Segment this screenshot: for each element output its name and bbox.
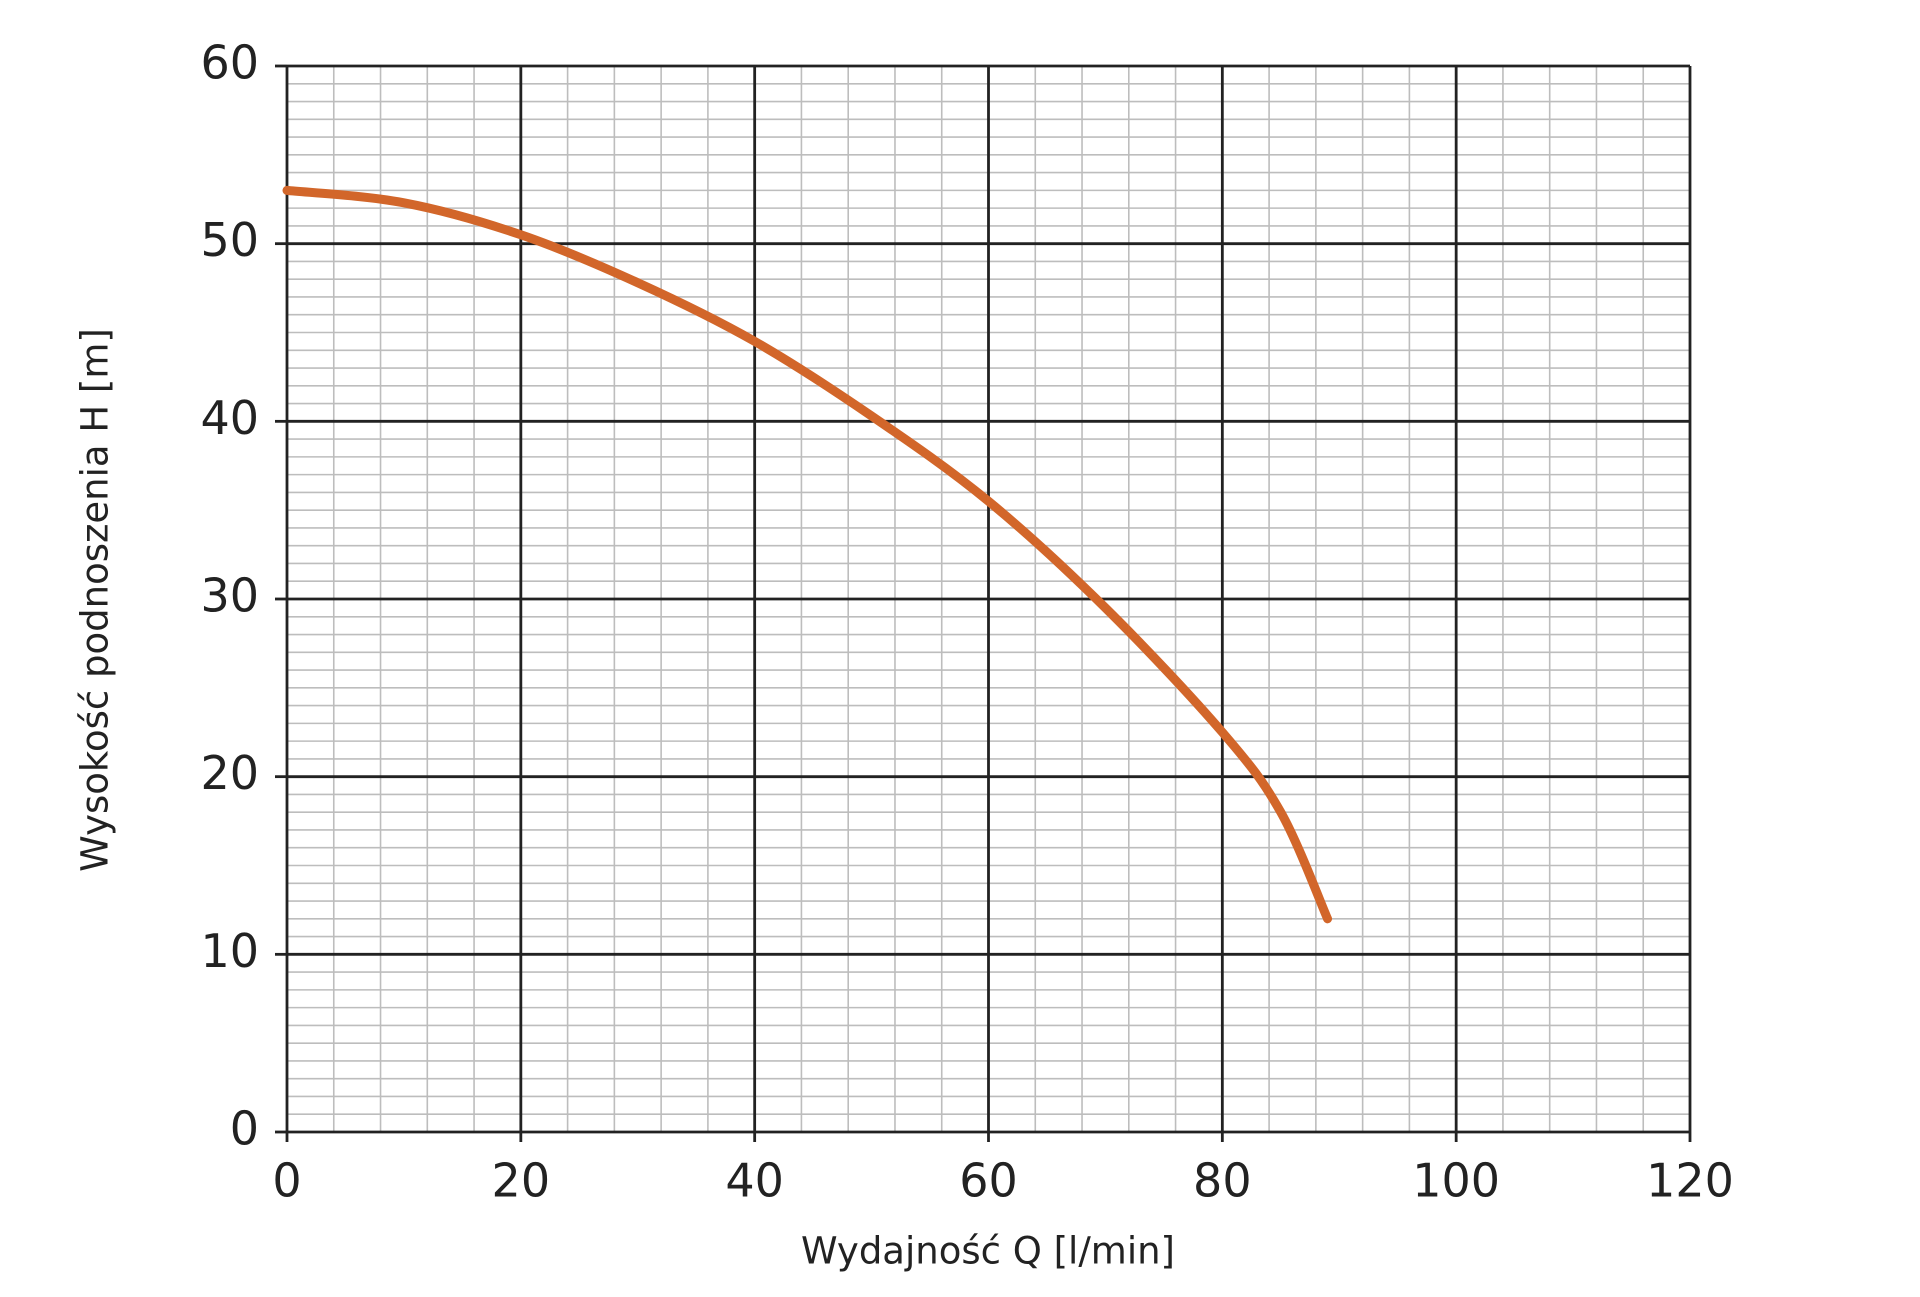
- y-axis-title: Wysokość podnoszenia H [m]: [74, 328, 117, 872]
- x-tick-label: 80: [1193, 1154, 1252, 1208]
- x-axis-title: Wydajność Q [l/min]: [801, 1230, 1175, 1273]
- x-tick-label: 100: [1412, 1154, 1500, 1208]
- x-tick-label: 40: [725, 1154, 784, 1208]
- y-tick-label: 30: [200, 569, 259, 623]
- y-tick-label: 60: [200, 36, 259, 90]
- y-tick-label: 40: [200, 391, 259, 445]
- y-tick-label: 0: [230, 1102, 259, 1156]
- y-tick-label: 50: [200, 213, 259, 267]
- curve: [282, 185, 1333, 924]
- x-tick-label: 60: [959, 1154, 1018, 1208]
- x-tick-label: 20: [492, 1154, 551, 1208]
- x-tick-label: 0: [272, 1154, 301, 1208]
- y-tick-label: 20: [200, 746, 259, 800]
- x-tick-label: 120: [1646, 1154, 1734, 1208]
- y-tick-label: 10: [200, 924, 259, 978]
